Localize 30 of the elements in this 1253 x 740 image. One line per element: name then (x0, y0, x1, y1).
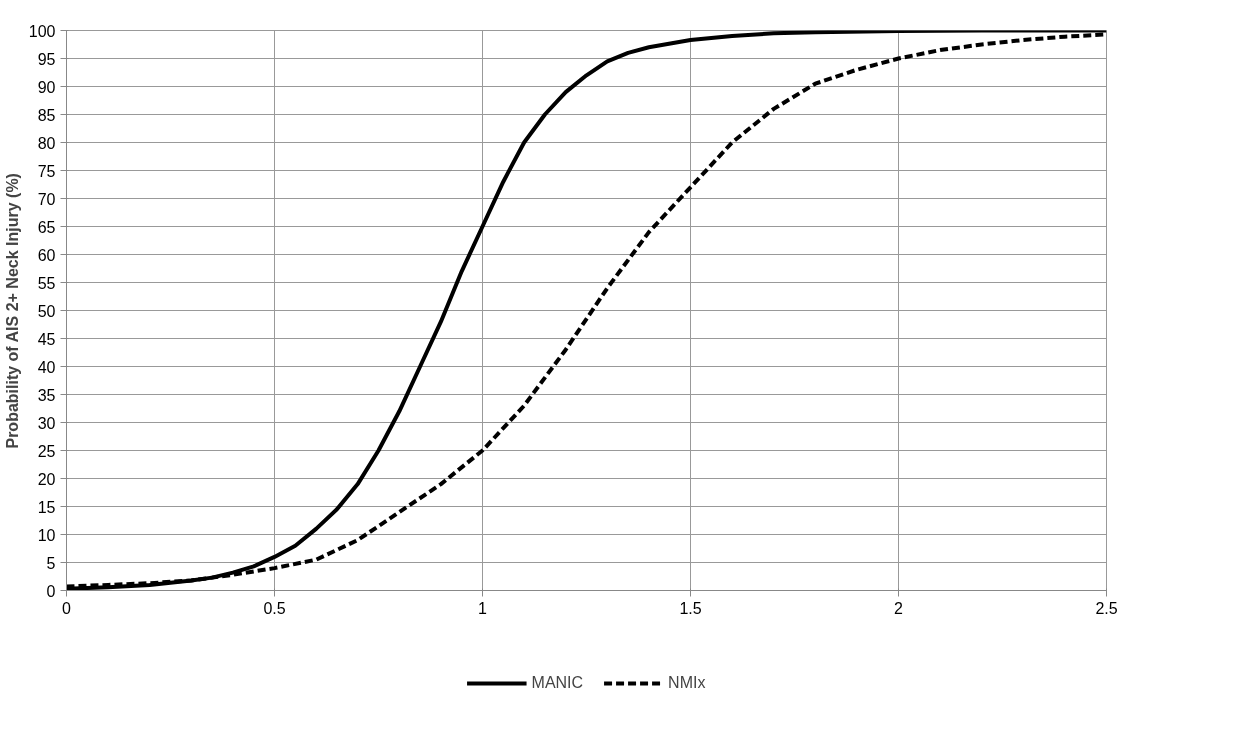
x-tick-label: 2 (894, 599, 904, 617)
y-tick-label: 20 (37, 470, 56, 488)
legend-label: MANIC (531, 674, 584, 692)
y-tick-label: 65 (37, 218, 56, 236)
x-tick-label: 0 (62, 599, 72, 617)
y-tick-label: 30 (37, 414, 56, 432)
y-tick-label: 90 (37, 78, 56, 96)
y-tick-label: 35 (37, 386, 56, 404)
y-tick-label: 45 (37, 330, 56, 348)
x-tick-label: 2.5 (1095, 599, 1118, 617)
y-axis-title: Probability of AIS 2+ Neck Injury (%) (3, 173, 21, 449)
y-tick-label: 40 (37, 358, 56, 376)
x-tick-label: 0.5 (263, 599, 286, 617)
x-tick-label: 1.5 (679, 599, 702, 617)
legend-label: NMIx (668, 674, 706, 692)
y-tick-label: 0 (46, 582, 56, 600)
y-tick-label: 10 (37, 526, 56, 544)
y-tick-label: 50 (37, 302, 56, 320)
y-tick-label: 60 (37, 246, 56, 264)
y-tick-label: 100 (28, 22, 56, 40)
y-tick-label: 70 (37, 190, 56, 208)
x-tick-label: 1 (478, 599, 488, 617)
y-tick-label: 25 (37, 442, 56, 460)
y-tick-label: 5 (46, 554, 56, 572)
y-tick-label: 75 (37, 162, 56, 180)
y-tick-label: 55 (37, 274, 56, 292)
y-tick-label: 85 (37, 106, 56, 124)
y-tick-label: 95 (37, 50, 56, 68)
y-tick-label: 80 (37, 134, 56, 152)
y-tick-label: 15 (37, 498, 56, 516)
